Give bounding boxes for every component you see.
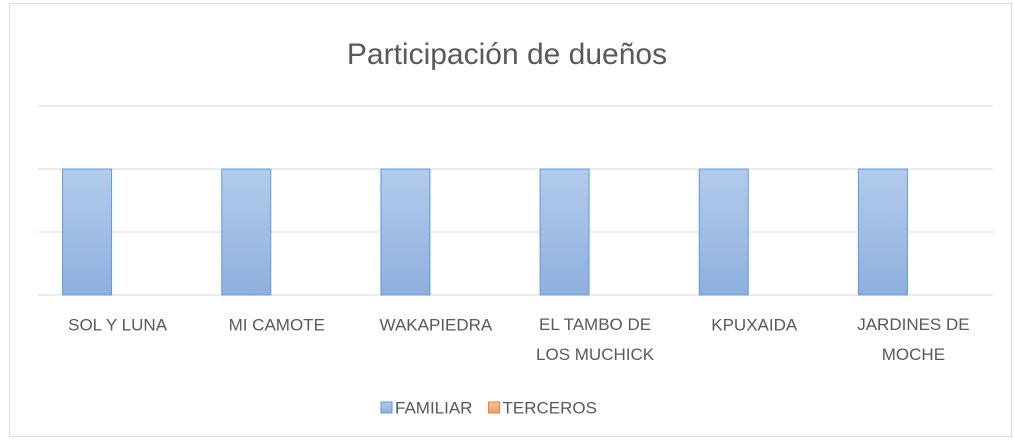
x-tick-label: WAKAPIEDRA (380, 315, 493, 334)
bar (221, 168, 272, 296)
legend-label: TERCEROS (502, 398, 596, 417)
x-tick-label: JARDINES DE MOCHE (857, 315, 969, 364)
chart-border (9, 3, 1012, 437)
chart-title: Participación de dueños (347, 38, 667, 71)
bar (539, 168, 590, 296)
x-tick-label: KPUXAIDA (711, 315, 798, 334)
x-tick-label: EL TAMBO DE LOS MUCHICK (536, 315, 655, 364)
bar (857, 168, 908, 296)
x-tick-label: SOL Y LUNA (68, 315, 168, 334)
bar (62, 168, 113, 296)
bar (698, 168, 749, 296)
x-tick-label: MI CAMOTE (229, 315, 325, 334)
bar (380, 168, 431, 296)
legend-label: FAMILIAR (395, 398, 472, 417)
legend-swatch (380, 401, 393, 414)
legend-swatch (487, 401, 500, 414)
